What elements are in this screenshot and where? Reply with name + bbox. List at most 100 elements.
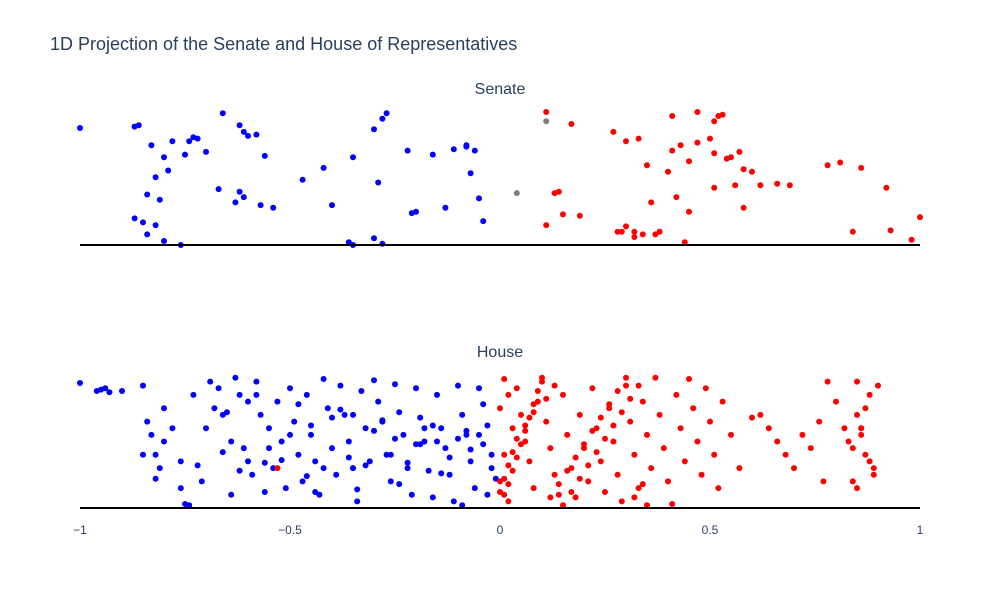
house-point	[644, 502, 650, 509]
house-point	[274, 465, 281, 472]
senate-point	[299, 176, 306, 183]
house-point	[320, 376, 327, 382]
house-point	[480, 401, 487, 408]
house-point	[333, 471, 340, 478]
senate-point	[77, 125, 83, 131]
house-point	[295, 451, 302, 458]
senate-point	[648, 199, 655, 206]
house-point	[862, 451, 869, 458]
senate-point	[450, 146, 457, 153]
house-point	[194, 462, 201, 469]
house-point	[278, 457, 285, 464]
house-point	[366, 458, 373, 465]
house-point	[526, 414, 533, 421]
house-point	[652, 374, 659, 381]
senate-point	[219, 110, 226, 117]
senate-point	[576, 212, 583, 219]
senate-point	[749, 168, 755, 175]
house-point	[707, 418, 713, 425]
house-point	[459, 502, 466, 509]
house-point	[631, 494, 638, 501]
house-point	[522, 427, 529, 434]
house-point	[198, 478, 205, 485]
senate-point	[858, 164, 865, 171]
house-point	[497, 489, 503, 495]
senate-point	[383, 110, 390, 117]
senate-point	[144, 231, 151, 238]
house-point	[702, 385, 709, 392]
senate-point	[165, 167, 172, 174]
house-point	[249, 471, 256, 478]
senate-point	[203, 148, 209, 155]
house-point	[312, 458, 319, 465]
house-point	[392, 435, 398, 442]
house-point	[253, 391, 260, 398]
house-point	[224, 409, 230, 416]
house-point	[358, 388, 365, 394]
house-point	[505, 391, 512, 398]
house-point	[417, 414, 424, 421]
house-point	[854, 378, 860, 385]
senate-point	[711, 184, 718, 191]
senate-point	[686, 208, 692, 215]
house-point	[228, 438, 235, 445]
senate-point	[186, 138, 193, 145]
house-point	[387, 451, 394, 458]
senate-point	[824, 162, 831, 169]
house-point	[526, 458, 533, 465]
house-point	[614, 471, 621, 478]
house-point	[140, 382, 146, 389]
senate-point	[614, 228, 621, 235]
senate-point	[236, 188, 243, 195]
house-point	[555, 481, 562, 488]
senate-point	[711, 118, 718, 125]
house-point	[102, 385, 109, 392]
house-point	[329, 445, 335, 452]
house-point	[186, 502, 193, 509]
house-point	[551, 382, 558, 389]
senate-point	[757, 182, 764, 189]
senate-point	[543, 109, 550, 115]
senate-point	[131, 215, 138, 222]
house-point	[849, 445, 856, 452]
senate-point	[732, 182, 739, 189]
house-point	[308, 431, 314, 438]
house-point	[627, 395, 634, 402]
house-point	[261, 489, 268, 495]
house-point	[425, 467, 432, 474]
house-point	[345, 454, 352, 461]
senate-point	[631, 234, 638, 240]
house-point	[522, 422, 529, 429]
senate-point	[148, 142, 155, 149]
senate-point	[551, 190, 558, 197]
senate-point	[543, 118, 550, 125]
house-point	[345, 438, 352, 445]
senate-point	[442, 204, 449, 211]
senate-point	[375, 179, 382, 186]
senate-point	[135, 122, 142, 129]
house-point	[539, 374, 545, 381]
house-point	[329, 414, 335, 421]
house-point	[287, 385, 293, 392]
senate-point	[257, 202, 264, 209]
house-point	[417, 441, 424, 448]
house-point	[484, 491, 491, 498]
senate-point	[560, 211, 566, 218]
house-point	[446, 471, 453, 478]
house-point	[513, 385, 520, 392]
house-point	[585, 478, 592, 485]
house-point	[362, 462, 369, 469]
chart-title: 1D Projection of the Senate and House of…	[50, 34, 517, 54]
house-point	[497, 405, 503, 412]
house-point	[623, 374, 629, 381]
house-point	[438, 470, 445, 477]
house-point	[421, 425, 428, 432]
house-point	[274, 398, 281, 405]
house-point	[505, 498, 512, 505]
house-point	[564, 467, 571, 474]
house-point	[593, 449, 600, 456]
house-point	[455, 382, 461, 389]
house-point	[690, 405, 697, 412]
house-point	[148, 431, 155, 438]
